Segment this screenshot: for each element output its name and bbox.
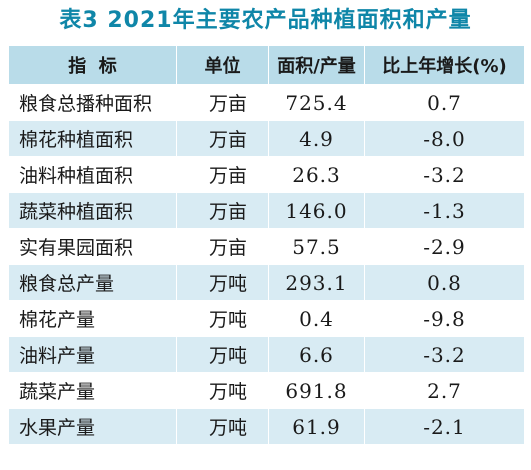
row-indicator: 蔬菜产量 <box>8 372 177 409</box>
row-growth: -3.2 <box>364 156 525 193</box>
table-row: 油料种植面积 万亩 26.3 -3.2 <box>8 156 525 193</box>
row-unit: 万亩 <box>176 228 269 265</box>
row-value: 725.4 <box>268 84 365 121</box>
row-unit: 万吨 <box>176 408 269 445</box>
table-row: 棉花产量 万吨 0.4 -9.8 <box>8 300 525 337</box>
row-indicator: 棉花产量 <box>8 300 177 337</box>
header-row: 指 标 单位 面积/产量 比上年增长(%) <box>8 45 525 85</box>
row-indicator: 油料产量 <box>8 336 177 373</box>
table-row: 粮食总产量 万吨 293.1 0.8 <box>8 264 525 301</box>
header-indicator: 指 标 <box>8 45 177 85</box>
header-unit: 单位 <box>176 45 269 85</box>
row-value: 0.4 <box>268 300 365 337</box>
row-value: 4.9 <box>268 120 365 157</box>
row-unit: 万吨 <box>176 372 269 409</box>
row-indicator: 水果产量 <box>8 408 177 445</box>
table-title: 表3 2021年主要农产品种植面积和产量 <box>59 8 472 33</box>
row-growth: -2.1 <box>364 408 525 445</box>
row-indicator: 粮食总产量 <box>8 264 177 301</box>
row-growth: -9.8 <box>364 300 525 337</box>
table-row: 实有果园面积 万亩 57.5 -2.9 <box>8 228 525 265</box>
header-growth: 比上年增长(%) <box>364 45 525 85</box>
row-indicator: 油料种植面积 <box>8 156 177 193</box>
row-unit: 万亩 <box>176 120 269 157</box>
row-growth: -2.9 <box>364 228 525 265</box>
row-value: 26.3 <box>268 156 365 193</box>
row-unit: 万吨 <box>176 264 269 301</box>
table-row: 蔬菜种植面积 万亩 146.0 -1.3 <box>8 192 525 229</box>
row-unit: 万亩 <box>176 84 269 121</box>
table-row: 粮食总播种面积 万亩 725.4 0.7 <box>8 84 525 121</box>
row-growth: 2.7 <box>364 372 525 409</box>
table-row: 蔬菜产量 万吨 691.8 2.7 <box>8 372 525 409</box>
row-indicator: 棉花种植面积 <box>8 120 177 157</box>
row-indicator: 蔬菜种植面积 <box>8 192 177 229</box>
header-value: 面积/产量 <box>268 45 365 85</box>
row-growth: -8.0 <box>364 120 525 157</box>
row-unit: 万吨 <box>176 336 269 373</box>
row-unit: 万亩 <box>176 192 269 229</box>
row-value: 57.5 <box>268 228 365 265</box>
row-growth: 0.8 <box>364 264 525 301</box>
table-row: 油料产量 万吨 6.6 -3.2 <box>8 336 525 373</box>
row-value: 293.1 <box>268 264 365 301</box>
row-unit: 万亩 <box>176 156 269 193</box>
row-growth: 0.7 <box>364 84 525 121</box>
row-growth: -1.3 <box>364 192 525 229</box>
row-value: 691.8 <box>268 372 365 409</box>
row-growth: -3.2 <box>364 336 525 373</box>
row-value: 146.0 <box>268 192 365 229</box>
table-row: 水果产量 万吨 61.9 -2.1 <box>8 408 525 445</box>
row-value: 6.6 <box>268 336 365 373</box>
table-header: 指 标 单位 面积/产量 比上年增长(%) <box>8 45 525 85</box>
row-indicator: 粮食总播种面积 <box>8 84 177 121</box>
row-indicator: 实有果园面积 <box>8 228 177 265</box>
data-table: 指 标 单位 面积/产量 比上年增长(%) 粮食总播种面积 万亩 725.4 0… <box>8 45 525 445</box>
table-body: 粮食总播种面积 万亩 725.4 0.7 棉花种植面积 万亩 4.9 -8.0 … <box>8 84 525 445</box>
table-row: 棉花种植面积 万亩 4.9 -8.0 <box>8 120 525 157</box>
row-unit: 万吨 <box>176 300 269 337</box>
row-value: 61.9 <box>268 408 365 445</box>
